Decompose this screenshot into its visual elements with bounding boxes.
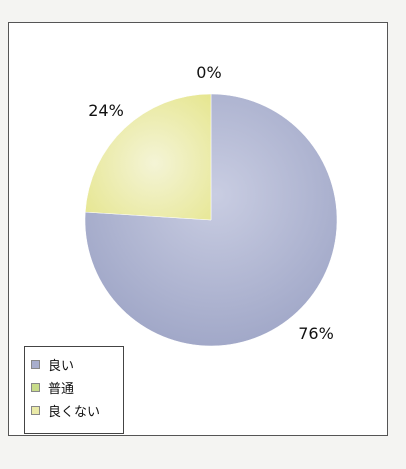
legend-label-good: 良い xyxy=(48,359,75,374)
chart-legend: 良い 普通 良くない xyxy=(24,346,124,434)
legend-swatch-good xyxy=(31,360,40,369)
data-label-not-good: 24% xyxy=(88,101,124,120)
legend-item-not-good: 良くない xyxy=(31,399,123,422)
pie-slice-not-good xyxy=(84,93,212,221)
pie-slice-good xyxy=(84,93,338,347)
data-label-average: 0% xyxy=(196,63,221,82)
legend-label-average: 普通 xyxy=(48,382,75,397)
legend-label-not-good: 良くない xyxy=(48,405,101,420)
data-label-good: 76% xyxy=(298,324,334,343)
legend-item-good: 良い xyxy=(31,353,123,376)
legend-item-average: 普通 xyxy=(31,376,123,399)
legend-swatch-average xyxy=(31,383,40,392)
legend-swatch-not-good xyxy=(31,406,40,415)
